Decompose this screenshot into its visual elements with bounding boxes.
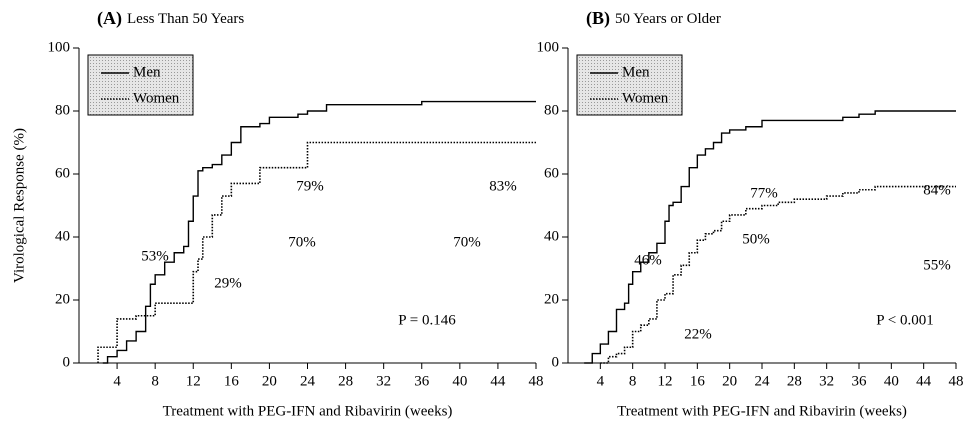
legend-box [576, 54, 683, 116]
annotation: P = 0.146 [398, 312, 456, 328]
y-tick-label: 100 [48, 39, 71, 55]
annotation: 70% [288, 234, 316, 250]
legend-label: Men [133, 64, 161, 80]
annotation: 77% [750, 185, 778, 201]
y-tick-label: 40 [544, 228, 559, 244]
panel-label: (B) [586, 8, 610, 29]
annotation: 84% [923, 182, 951, 198]
x-tick-label: 28 [338, 373, 353, 389]
x-tick-label: 36 [852, 373, 868, 389]
legend-box [87, 54, 194, 116]
x-axis-label: Treatment with PEG-IFN and Ribavirin (we… [163, 403, 453, 419]
panel-title: (B) 50 Years or Older [586, 8, 721, 29]
x-axis-label: Treatment with PEG-IFN and Ribavirin (we… [617, 403, 907, 419]
y-tick-label: 60 [544, 165, 559, 181]
y-tick-label: 80 [544, 102, 559, 118]
x-tick-label: 12 [186, 373, 201, 389]
panel-label: (A) [97, 8, 122, 29]
y-tick-label: 20 [55, 291, 70, 307]
title-text: Less Than 50 Years [127, 11, 244, 27]
legend-label: Men [622, 64, 650, 80]
x-tick-label: 4 [597, 373, 605, 389]
x-tick-label: 20 [262, 373, 277, 389]
x-tick-label: 28 [787, 373, 802, 389]
x-tick-label: 32 [376, 373, 391, 389]
x-tick-label: 12 [658, 373, 673, 389]
title-text: 50 Years or Older [615, 11, 721, 27]
x-tick-label: 16 [690, 373, 706, 389]
x-tick-label: 44 [916, 373, 932, 389]
x-tick-label: 24 [755, 373, 771, 389]
survival-curve [102, 100, 536, 364]
y-tick-label: 0 [63, 354, 71, 370]
annotation: 83% [489, 178, 517, 194]
survival-curve [600, 185, 956, 364]
y-tick-label: 0 [552, 354, 560, 370]
y-tick-label: 40 [55, 228, 70, 244]
x-tick-label: 36 [414, 373, 430, 389]
x-tick-label: 8 [629, 373, 637, 389]
annotation: P < 0.001 [876, 312, 934, 328]
annotation: 50% [742, 231, 770, 247]
annotation: 70% [453, 234, 481, 250]
annotation: 53% [141, 248, 169, 264]
survival-curve [584, 110, 956, 364]
x-tick-label: 4 [113, 373, 121, 389]
y-tick-label: 20 [544, 291, 559, 307]
y-tick-label: 80 [55, 102, 70, 118]
x-tick-label: 48 [949, 373, 964, 389]
legend-label: Women [622, 90, 669, 106]
survival-curve [97, 141, 536, 363]
panel-title: (A) Less Than 50 Years [97, 8, 244, 29]
x-tick-label: 24 [300, 373, 316, 389]
annotation: 29% [214, 275, 242, 291]
x-tick-label: 20 [722, 373, 737, 389]
annotation: 79% [296, 178, 324, 194]
x-tick-label: 48 [529, 373, 544, 389]
y-tick-label: 100 [537, 39, 560, 55]
y-tick-label: 60 [55, 165, 70, 181]
x-tick-label: 40 [884, 373, 899, 389]
annotation: 46% [634, 252, 662, 268]
x-tick-label: 8 [151, 373, 159, 389]
legend-label: Women [133, 90, 180, 106]
y-axis-label: Virological Response (%) [11, 128, 27, 283]
x-tick-label: 16 [224, 373, 240, 389]
x-tick-label: 40 [452, 373, 467, 389]
x-tick-label: 32 [819, 373, 834, 389]
x-tick-label: 44 [490, 373, 506, 389]
annotation: 22% [684, 326, 712, 342]
annotation: 55% [923, 257, 951, 273]
